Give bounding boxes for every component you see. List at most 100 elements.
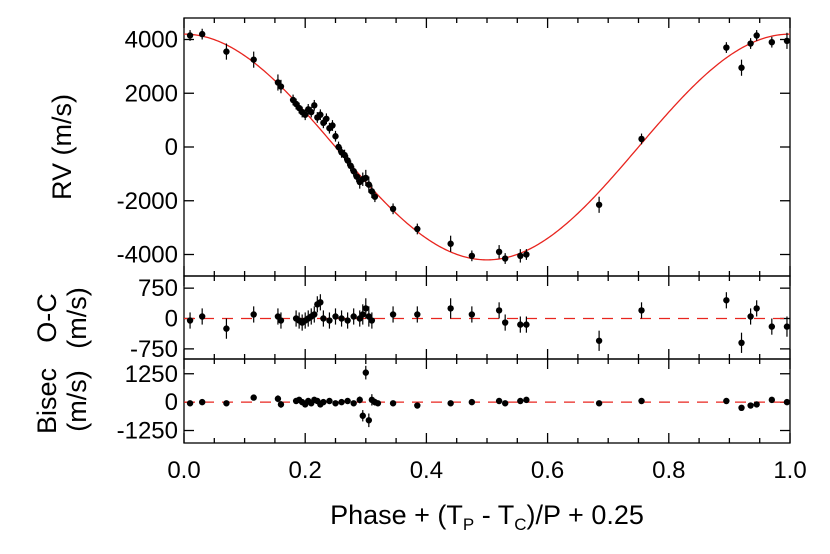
bs-marker: [326, 397, 333, 405]
bs-data-point: [332, 400, 339, 407]
rv-data-point: [468, 250, 476, 262]
oc-marker: [186, 317, 194, 324]
oc-marker: [447, 305, 454, 312]
bs-marker: [320, 398, 327, 406]
oc-data-point: [198, 308, 206, 325]
bs-marker: [365, 417, 373, 424]
bs-marker: [768, 396, 776, 404]
rv-marker: [308, 108, 315, 116]
oc-marker: [332, 313, 339, 320]
bisector-y-axis-title: Bisec: [32, 368, 62, 434]
bs-data-point: [277, 401, 285, 408]
x-axis-title-part1: Phase + (T: [330, 500, 463, 530]
bs-data-point: [447, 400, 454, 407]
rv-data-point: [186, 30, 194, 41]
rv-data-point: [311, 99, 318, 111]
bs-marker: [523, 396, 530, 404]
rv-data-point: [523, 249, 530, 260]
oc-y-tick-label: -750: [130, 336, 178, 363]
rv-y-ticks: 4000 2000 0 -2000 -4000: [117, 27, 790, 269]
rv-marker: [335, 143, 342, 151]
oc-marker: [495, 307, 503, 314]
oc-data-point: [320, 310, 327, 327]
oc-marker: [753, 305, 760, 312]
oc-marker: [523, 321, 530, 328]
rv-marker: [302, 111, 309, 118]
rv-marker: [468, 252, 476, 260]
bisector-data-points: [186, 365, 791, 428]
residuals-panel: 750 0 -750 O-C (m/s): [32, 275, 791, 363]
bs-data-point: [747, 402, 754, 409]
x-axis-title-part3: )/P + 0.25: [527, 500, 644, 530]
rv-marker: [353, 173, 360, 180]
bs-marker: [414, 402, 421, 409]
oc-data-point: [723, 292, 730, 309]
oc-marker: [311, 311, 318, 318]
bs-data-point: [501, 400, 509, 407]
oc-marker: [501, 319, 509, 326]
x-tick-label: 0.4: [410, 457, 443, 484]
bs-marker: [344, 397, 351, 405]
oc-marker: [389, 311, 397, 318]
rv-marker: [517, 252, 524, 260]
rv-marker: [344, 157, 351, 164]
residuals-y-axis-units: (m/s): [62, 287, 92, 348]
x-axis-title: Phase + (TP - TC)/P + 0.25: [330, 500, 644, 534]
bisector-x-ticks: 0.0 0.2 0.4 0.6 0.8 1.0: [167, 359, 807, 484]
bs-data-point: [198, 398, 206, 406]
bs-data-point: [723, 397, 730, 405]
bs-data-point: [523, 396, 530, 404]
bs-data-point: [738, 404, 745, 412]
rv-marker: [250, 56, 257, 63]
rv-data-point: [223, 43, 230, 60]
x-axis-title-sub-c: C: [514, 515, 526, 534]
bs-marker: [738, 404, 745, 412]
oc-data-point: [338, 310, 345, 327]
oc-marker: [638, 307, 645, 314]
rv-data-point: [302, 109, 309, 121]
bs-marker: [223, 400, 230, 407]
oc-data-point: [344, 312, 351, 329]
oc-data-point: [223, 318, 230, 339]
rv-marker: [753, 32, 760, 39]
bs-marker: [198, 398, 206, 406]
rv-data-point: [738, 59, 745, 76]
rv-marker: [186, 32, 194, 39]
rv-data-point: [447, 235, 454, 252]
bs-data-point: [362, 365, 369, 380]
rv-data-point: [317, 109, 324, 121]
x-tick-label: 0.0: [167, 457, 200, 484]
bs-data-point: [350, 400, 357, 407]
rv-marker: [368, 188, 376, 195]
rv-marker: [371, 193, 379, 200]
oc-data-point: [317, 294, 324, 311]
rv-data-point: [277, 79, 285, 94]
oc-data-point: [277, 312, 285, 329]
oc-marker: [768, 323, 776, 330]
oc-marker: [198, 313, 206, 320]
rv-data-point: [350, 165, 357, 177]
bs-marker: [495, 397, 503, 405]
bs-data-point: [250, 394, 257, 401]
bs-marker: [747, 402, 754, 409]
rv-data-point: [329, 120, 336, 131]
bs-data-point: [595, 400, 603, 407]
bs-data-point: [356, 396, 363, 404]
bs-data-point: [517, 397, 524, 405]
bs-data-point: [495, 397, 503, 405]
oc-data-point: [362, 298, 369, 319]
oc-marker: [517, 321, 524, 328]
rv-data-point: [323, 113, 330, 125]
oc-y-tick-label: 0: [165, 306, 178, 333]
oc-data-point: [638, 302, 645, 319]
x-axis-title-part2: - T: [474, 500, 514, 530]
oc-data-point: [311, 306, 318, 323]
rv-marker: [347, 162, 354, 170]
rv-data-point: [347, 160, 354, 172]
rv-y-tick-label: 0: [165, 134, 178, 161]
rv-data-point: [723, 42, 730, 53]
rv-marker: [414, 225, 421, 233]
residuals-y-ticks: 750 0 -750: [130, 275, 790, 363]
bs-marker: [638, 397, 645, 405]
